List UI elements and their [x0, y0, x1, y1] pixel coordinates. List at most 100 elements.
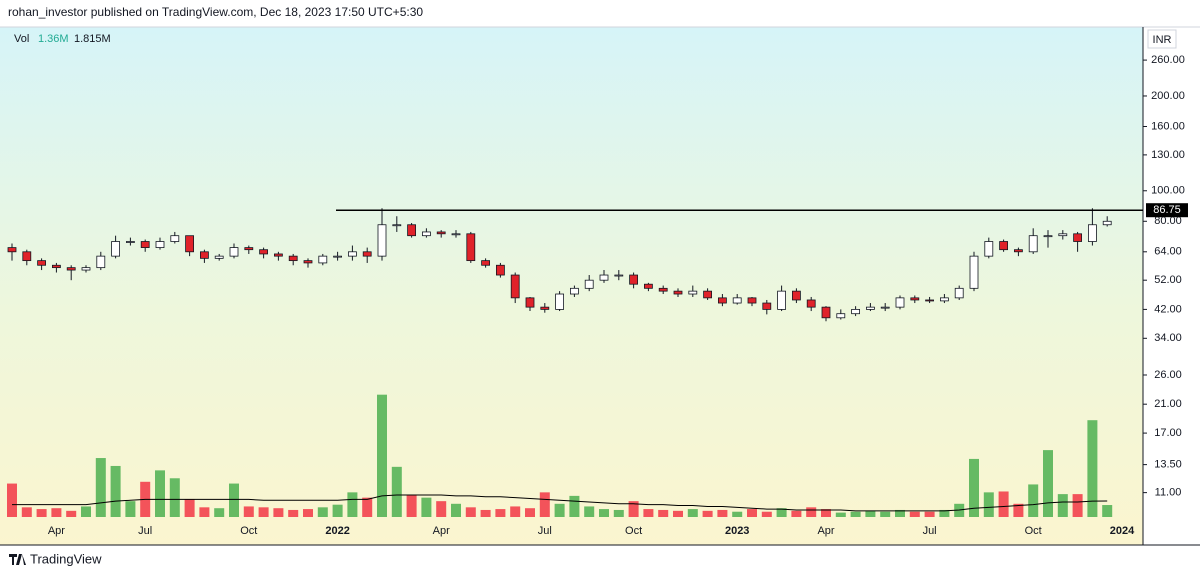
candle-body — [806, 299, 816, 308]
volume-bar — [599, 509, 609, 517]
volume-bar — [258, 507, 269, 517]
volume-bar — [7, 483, 17, 517]
candle-body — [96, 255, 106, 269]
volume-legend-name: Vol — [14, 33, 29, 45]
candle-body — [140, 241, 150, 248]
candle-body — [599, 274, 609, 281]
candle-body — [1043, 235, 1053, 238]
candle-body — [81, 267, 91, 271]
volume-bar — [214, 508, 225, 517]
volume-bar — [510, 506, 521, 517]
candle-body — [377, 224, 387, 257]
candle-body — [244, 247, 254, 251]
volume-bar — [451, 503, 461, 517]
volume-bar — [495, 509, 506, 517]
candle-body — [1014, 249, 1023, 253]
volume-bar — [36, 509, 47, 517]
volume-bar — [1087, 420, 1098, 517]
candle-body — [999, 241, 1008, 251]
candle-body — [407, 224, 417, 237]
footer-brand: TradingView — [30, 551, 102, 566]
volume-bar — [391, 466, 402, 517]
candle-body — [984, 241, 994, 257]
candle-body — [925, 299, 934, 302]
volume-bar — [199, 507, 210, 517]
volume-bar — [465, 507, 476, 517]
candle-body — [259, 249, 269, 255]
candle-body — [52, 264, 61, 269]
volume-bar — [539, 492, 550, 517]
volume-bar — [66, 510, 77, 517]
volume-bar — [584, 506, 595, 517]
volume-bar — [273, 508, 284, 517]
candle-body — [22, 251, 32, 262]
candle-body — [703, 290, 712, 299]
volume-bar — [1057, 494, 1068, 517]
volume-bar — [1102, 505, 1113, 517]
volume-bar — [554, 503, 565, 517]
volume-bar — [347, 492, 358, 517]
volume-bar — [377, 394, 387, 517]
x-tick-label: Apr — [817, 525, 834, 537]
volume-bar — [525, 508, 535, 517]
candle-body — [111, 241, 120, 257]
candle-body — [66, 267, 76, 271]
volume-bar — [125, 501, 136, 517]
y-tick-label: 13.50 — [1154, 459, 1182, 471]
y-tick-label: 52.00 — [1154, 274, 1182, 286]
plot-background — [0, 27, 1143, 545]
volume-bar — [895, 509, 905, 517]
candle-body — [629, 274, 638, 285]
volume-ma-line — [12, 494, 1108, 512]
x-tick-label: Jul — [138, 525, 152, 537]
candle-body — [777, 290, 786, 310]
candle-body — [555, 293, 564, 310]
candle-body — [155, 241, 165, 248]
y-tick-label: 80.00 — [1154, 215, 1182, 227]
currency: INR — [1153, 34, 1172, 46]
x-tick-label: Jul — [538, 525, 552, 537]
volume-bar — [51, 508, 62, 517]
candle-body — [762, 302, 772, 310]
candle-body — [570, 287, 579, 295]
y-tick-label: 160.00 — [1151, 120, 1185, 132]
candle-body — [229, 247, 239, 257]
volume-bar — [1072, 494, 1083, 517]
header-text: rohan_investor published on TradingView.… — [8, 5, 423, 19]
y-tick-label: 34.00 — [1154, 332, 1182, 344]
volume-bar — [969, 458, 979, 517]
level-label-box — [1146, 203, 1188, 218]
candle-body — [747, 297, 757, 304]
candle-body — [303, 260, 313, 264]
volume-bar — [687, 509, 698, 517]
volume-bar — [806, 507, 817, 517]
candle-body — [1058, 233, 1068, 237]
x-tick-label: Oct — [240, 525, 257, 537]
candle-body — [347, 251, 357, 257]
candle-body — [1073, 233, 1082, 242]
x-tick-label: 2024 — [1110, 525, 1135, 537]
y-tick-label: 11.00 — [1155, 487, 1182, 499]
candle-body — [1088, 224, 1097, 242]
y-tick-label: 260.00 — [1151, 54, 1185, 66]
y-tick-label: 100.00 — [1151, 185, 1185, 197]
x-tick-label: Oct — [625, 525, 642, 537]
candle-body — [362, 251, 372, 257]
candle-body — [466, 233, 476, 262]
volume-bar — [939, 509, 950, 517]
candle-body — [969, 255, 979, 289]
volume-bar — [1028, 484, 1039, 517]
candle-body — [37, 260, 46, 266]
volume-bar — [835, 512, 846, 517]
volume-bar — [1043, 450, 1053, 517]
volume-bar — [776, 508, 787, 517]
volume-bar — [717, 509, 728, 517]
volume-bar — [643, 509, 654, 517]
volume-bar — [21, 507, 32, 517]
candle-body — [836, 313, 846, 319]
volume-bar — [317, 507, 328, 517]
x-tick-label: Apr — [433, 525, 450, 537]
candle-body — [288, 255, 298, 262]
volume-bar — [998, 491, 1009, 517]
x-tick-label: Jul — [923, 525, 937, 537]
